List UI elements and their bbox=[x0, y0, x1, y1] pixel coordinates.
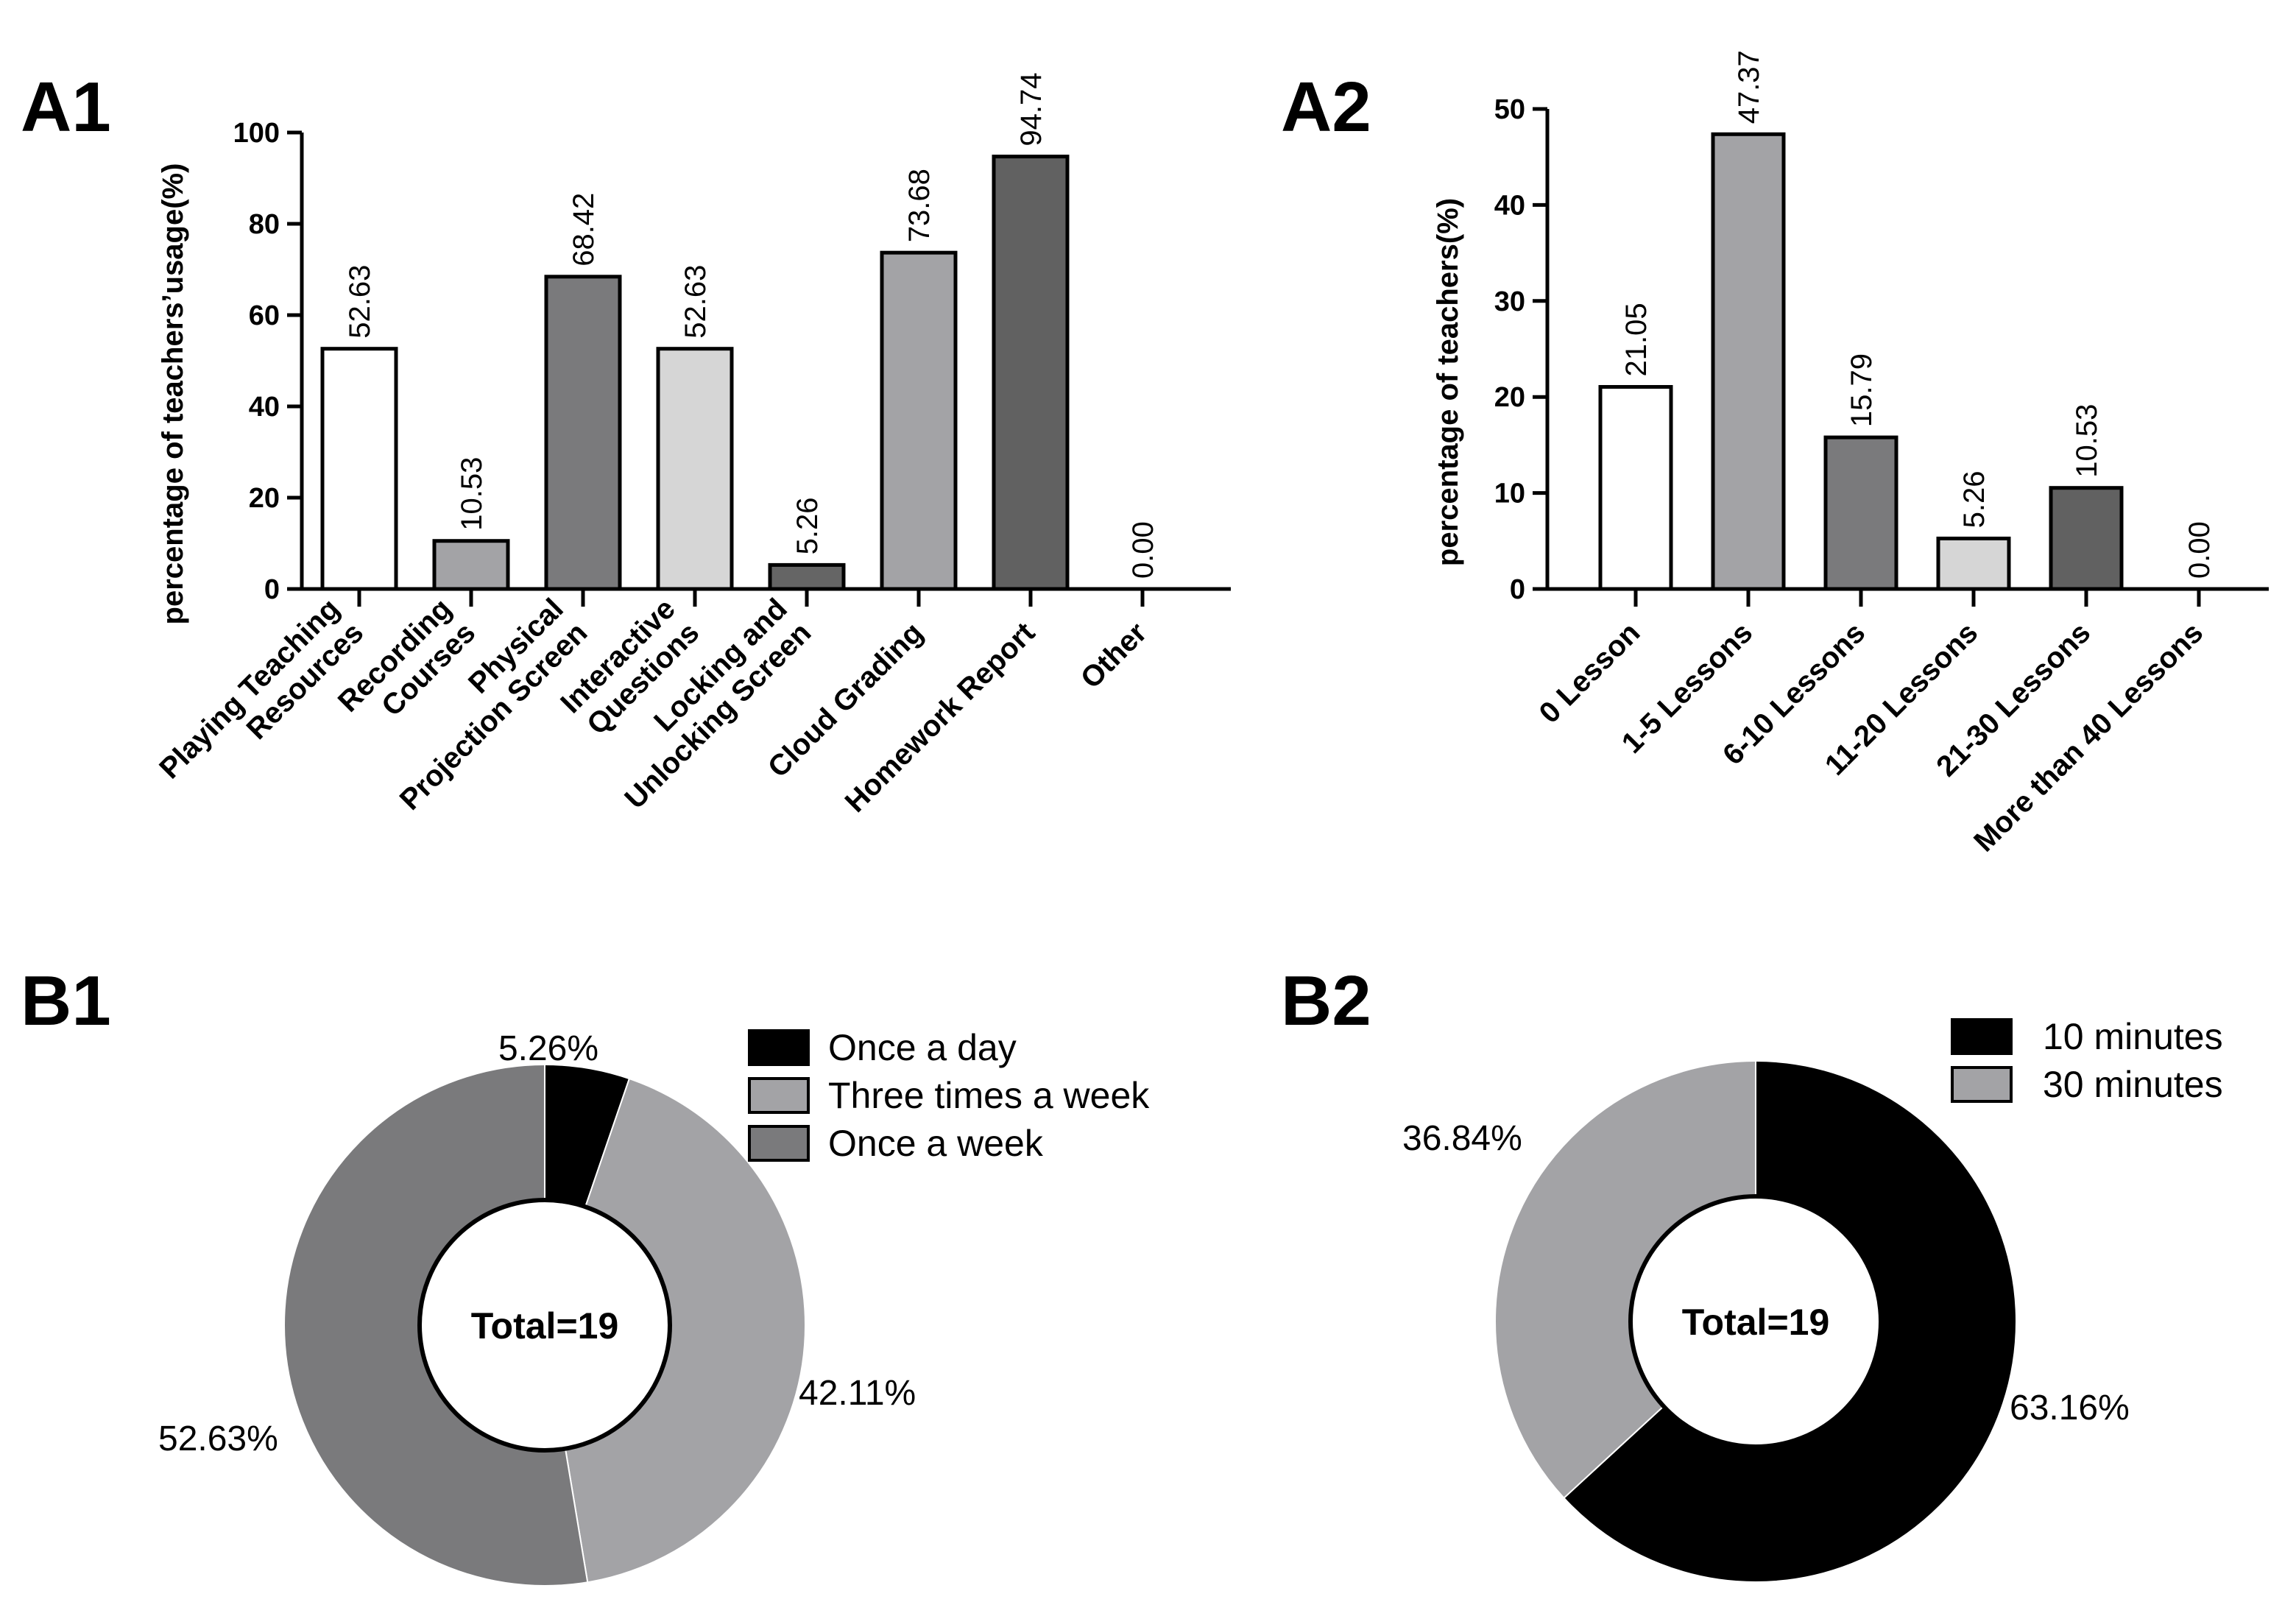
a1-data-label-7: 0.00 bbox=[1127, 521, 1159, 579]
a1-bar-5 bbox=[880, 250, 958, 591]
b2-slice-label-0: 63.16% bbox=[2010, 1388, 2130, 1428]
a1-y-axis-title: percentage of teachers’usage(%) bbox=[157, 163, 189, 625]
a2-category-label-0-line-0: 0 Lesson bbox=[1533, 616, 1647, 730]
b1-outer-ring bbox=[282, 1062, 808, 1588]
panel-label-b2: B2 bbox=[1281, 961, 1371, 1040]
a2-y-axis-title: percentage of teachers(%) bbox=[1432, 198, 1464, 566]
a1-y-tick-label-0: 0 bbox=[264, 574, 280, 605]
a2-bar-0 bbox=[1598, 385, 1673, 591]
panel-label-a1: A1 bbox=[21, 68, 111, 147]
b1-legend-swatch-2 bbox=[748, 1125, 810, 1162]
chart-a1: 0 20 40 60 80 100 percentage of teachers’usage… bbox=[153, 73, 1231, 819]
a2-y-tick-label-1: 10 bbox=[1494, 479, 1525, 509]
a2-bar-1 bbox=[1711, 132, 1786, 591]
panel-label-a2: A2 bbox=[1281, 68, 1371, 147]
a1-bar-2 bbox=[544, 275, 622, 591]
a1-data-label-5: 73.68 bbox=[903, 169, 936, 242]
b1-slice-label-2: 52.63% bbox=[158, 1419, 278, 1458]
b1-legend-label-1: Three times a week bbox=[828, 1075, 1150, 1116]
b2-center-label: Total=19 bbox=[1682, 1302, 1830, 1343]
b2-legend-swatch-1 bbox=[1951, 1066, 2013, 1103]
panel-label-b1: B1 bbox=[21, 961, 111, 1040]
b1-legend-label-2: Once a week bbox=[828, 1123, 1044, 1164]
a2-data-label-0: 21.05 bbox=[1620, 303, 1653, 376]
a1-data-label-0: 52.63 bbox=[344, 265, 376, 339]
a1-data-label-6: 94.74 bbox=[1015, 73, 1048, 147]
a2-data-label-2: 15.79 bbox=[1845, 353, 1878, 427]
a2-y-tick-label-0: 0 bbox=[1510, 574, 1525, 605]
a1-data-label-4: 5.26 bbox=[791, 498, 824, 555]
b1-slice-label-0: 5.26% bbox=[498, 1029, 598, 1068]
a1-category-label-7: Other bbox=[1075, 616, 1154, 695]
a2-data-label-1: 47.37 bbox=[1733, 50, 1765, 124]
chart-b1: 5.26% 42.11% 52.63% Total=19 Once a day Three… bbox=[158, 1027, 1150, 1588]
b2-legend-label-0: 10 minutes bbox=[2043, 1016, 2223, 1057]
a1-category-label-7-line-0: Other bbox=[1075, 616, 1154, 695]
a2-category-label-5: More than 40 Lessons bbox=[1968, 616, 2209, 858]
a1-y-tick-label-3: 60 bbox=[249, 300, 280, 331]
a2-data-label-4: 10.53 bbox=[2071, 404, 2103, 478]
b1-slice-label-1: 42.11% bbox=[799, 1374, 916, 1413]
a1-category-label-6-line-0: Homework Report bbox=[839, 616, 1042, 819]
a2-category-label-0: 0 Lesson bbox=[1533, 616, 1647, 730]
a2-data-label-5: 0.00 bbox=[2183, 521, 2216, 579]
a1-y-tick-label-1: 20 bbox=[249, 483, 280, 514]
a1-data-label-1: 10.53 bbox=[456, 457, 488, 531]
a1-bar-1 bbox=[432, 539, 510, 591]
a2-y-tick-label-2: 20 bbox=[1494, 382, 1525, 413]
a1-data-label-3: 52.63 bbox=[679, 265, 712, 339]
a2-y-tick-label-3: 30 bbox=[1494, 286, 1525, 317]
a2-y-tick-label-4: 40 bbox=[1494, 190, 1525, 221]
a2-data-label-3: 5.26 bbox=[1958, 471, 1991, 529]
a2-y-tick-label-5: 50 bbox=[1494, 94, 1525, 125]
b2-slice-label-1: 36.84% bbox=[1402, 1119, 1522, 1158]
a2-bar-4 bbox=[2049, 486, 2124, 591]
a1-bar-4 bbox=[768, 562, 846, 591]
b1-legend-swatch-1 bbox=[748, 1077, 810, 1114]
a1-data-label-2: 68.42 bbox=[568, 193, 600, 267]
b2-center-hole bbox=[1628, 1194, 1883, 1449]
b1-center-label: Total=19 bbox=[471, 1305, 619, 1347]
a1-category-label-1: RecordingCourses bbox=[332, 593, 482, 743]
b2-outer-ring bbox=[1493, 1059, 2018, 1584]
a1-y-tick-label-2: 40 bbox=[249, 392, 280, 423]
a1-bar-3 bbox=[656, 347, 734, 591]
b1-center-hole bbox=[417, 1198, 672, 1453]
a2-category-label-5-line-0: More than 40 Lessons bbox=[1968, 616, 2209, 858]
chart-a2: 0 10 20 30 40 50 percentage of teachers(%) 21.0… bbox=[1432, 50, 2269, 858]
a2-bar-3 bbox=[1936, 536, 2011, 591]
chart-b2: 63.16% 36.84% Total=19 10 minutes 30 minutes bbox=[1402, 1016, 2223, 1584]
a1-y-tick-label-4: 80 bbox=[249, 209, 280, 240]
a1-category-label-6: Homework Report bbox=[839, 616, 1042, 819]
b1-legend-label-0: Once a day bbox=[828, 1027, 1017, 1068]
a1-y-tick-label-5: 100 bbox=[233, 118, 280, 149]
a1-bar-6 bbox=[992, 155, 1070, 591]
b1-legend-swatch-0 bbox=[748, 1029, 810, 1066]
b2-legend-swatch-0 bbox=[1951, 1018, 2013, 1055]
b2-legend-label-1: 30 minutes bbox=[2043, 1064, 2223, 1105]
a1-bar-0 bbox=[320, 347, 398, 591]
a2-bar-2 bbox=[1823, 435, 1898, 591]
